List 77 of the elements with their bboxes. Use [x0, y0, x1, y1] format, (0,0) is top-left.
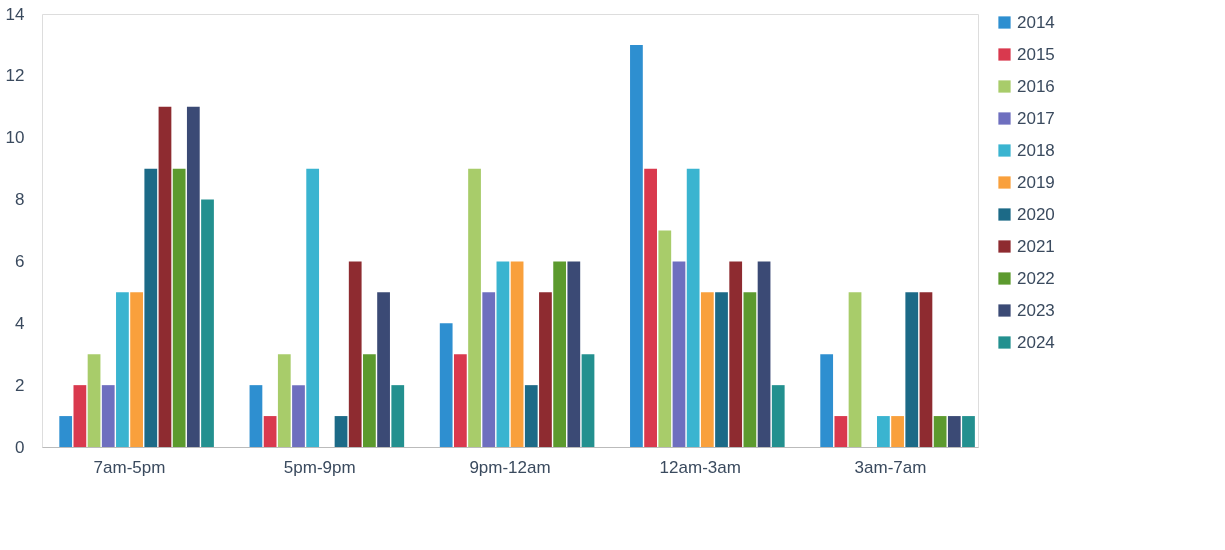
- legend-label: 2024: [1017, 332, 1055, 352]
- legend-label: 2017: [1017, 108, 1055, 128]
- bar: [743, 292, 757, 447]
- bar: [101, 385, 115, 447]
- bar: [73, 385, 87, 447]
- bar: [391, 385, 405, 447]
- y-tick-label: 4: [15, 313, 25, 333]
- y-tick-label: 10: [5, 128, 25, 148]
- bar: [630, 44, 643, 447]
- bar: [377, 292, 390, 447]
- legend-label: 2019: [1017, 172, 1055, 192]
- y-tick-label: 14: [5, 4, 25, 24]
- bar: [567, 261, 581, 447]
- legend-label: 2018: [1017, 140, 1055, 160]
- bar: [715, 292, 728, 447]
- bar: [334, 416, 348, 447]
- bar: [277, 354, 291, 447]
- bar: [820, 354, 834, 447]
- bar: [686, 168, 700, 447]
- bar: [249, 385, 263, 447]
- x-tick-label: 9pm-12am: [469, 457, 551, 477]
- bar: [848, 292, 862, 447]
- bar: [905, 292, 919, 447]
- bar: [672, 261, 686, 447]
- legend-label: 2015: [1017, 44, 1055, 64]
- bar: [263, 416, 277, 447]
- bar: [130, 292, 143, 447]
- x-tick-label: 12am-3am: [659, 457, 741, 477]
- bar: [201, 199, 214, 447]
- legend-label: 2022: [1017, 268, 1055, 288]
- bar: [87, 354, 101, 447]
- bar: [539, 292, 552, 447]
- bar: [158, 106, 172, 447]
- bar: [144, 168, 158, 447]
- bar: [439, 323, 453, 447]
- bar: [510, 261, 524, 447]
- bar: [363, 354, 376, 447]
- bar: [186, 106, 200, 447]
- bar: [348, 261, 362, 447]
- legend-label: 2023: [1017, 300, 1055, 320]
- bar: [524, 385, 538, 447]
- bar: [644, 168, 657, 447]
- bar: [172, 168, 186, 447]
- y-tick-label: 0: [15, 437, 25, 457]
- legend-label: 2016: [1017, 76, 1055, 96]
- bar: [729, 261, 743, 447]
- bar: [306, 168, 320, 447]
- y-tick-label: 8: [15, 190, 25, 210]
- bar: [581, 354, 595, 447]
- bar: [947, 416, 961, 447]
- bar: [292, 385, 305, 447]
- y-tick-label: 2: [15, 375, 25, 395]
- bar: [468, 168, 481, 447]
- bar: [757, 261, 771, 447]
- bar: [891, 416, 904, 447]
- bar: [771, 385, 785, 447]
- bar: [496, 261, 510, 447]
- bar: [116, 292, 129, 447]
- bar: [453, 354, 467, 447]
- legend-label: 2014: [1017, 12, 1055, 32]
- bar: [962, 416, 975, 447]
- legend-label: 2020: [1017, 204, 1055, 224]
- x-tick-label: 5pm-9pm: [283, 457, 356, 477]
- bar: [59, 416, 73, 447]
- y-tick-label: 12: [5, 66, 25, 86]
- x-tick-label: 7am-5pm: [93, 457, 166, 477]
- legend-label: 2021: [1017, 236, 1055, 256]
- y-tick-label: 6: [15, 251, 25, 271]
- bar: [700, 292, 714, 447]
- bar: [553, 261, 567, 447]
- bar: [877, 416, 890, 447]
- bar: [919, 292, 933, 447]
- x-tick-label: 3am-7am: [854, 457, 927, 477]
- bar: [834, 416, 848, 447]
- bar: [658, 230, 672, 447]
- bar: [482, 292, 496, 447]
- bar: [933, 416, 947, 447]
